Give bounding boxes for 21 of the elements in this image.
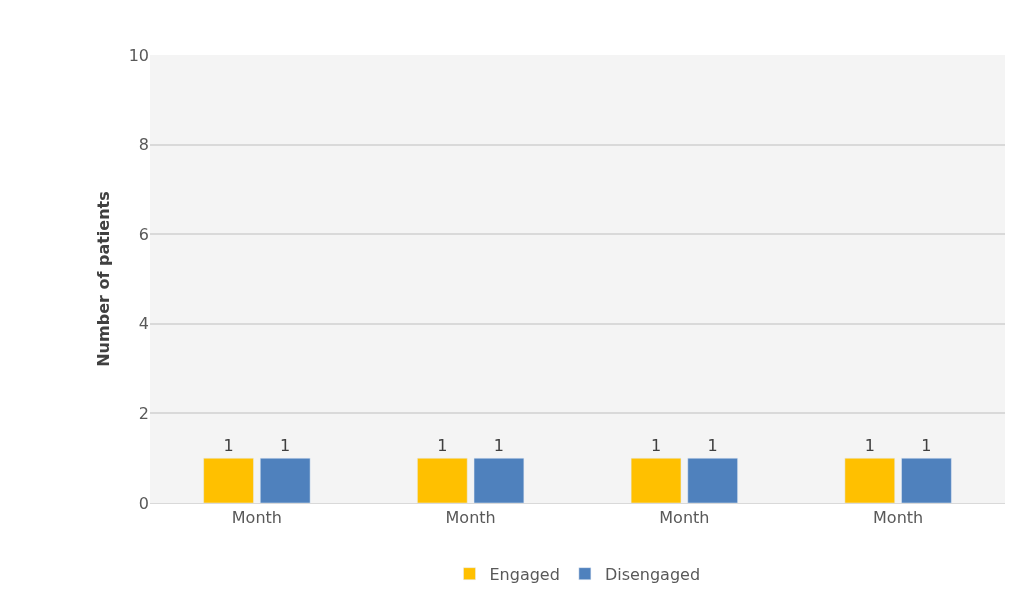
y-axis-title: Number of patients [93, 191, 113, 367]
data-label: 1 [223, 436, 234, 456]
data-label: 1 [493, 436, 505, 456]
data-label: 1 [921, 436, 932, 456]
y-tick-label: 0 [138, 493, 149, 513]
x-tick-label: Month [659, 508, 710, 528]
x-tick-label: Month [873, 508, 924, 528]
data-label: 1 [707, 436, 718, 456]
y-tick-label: 6 [138, 224, 149, 244]
data-label: 1 [280, 436, 291, 456]
data-label: 1 [650, 436, 662, 456]
x-tick-label: Month [231, 508, 282, 528]
data-label: 1 [437, 436, 448, 456]
legend-label: Engaged [489, 564, 560, 584]
y-tick-label: 4 [138, 314, 149, 334]
data-label: 1 [864, 436, 875, 456]
legend-label: Disengaged [604, 564, 701, 584]
y-tick-label: 10 [128, 45, 149, 65]
y-tick-label: 8 [138, 135, 149, 155]
y-tick-label: 2 [138, 404, 149, 423]
x-tick-label: Month [445, 508, 496, 528]
